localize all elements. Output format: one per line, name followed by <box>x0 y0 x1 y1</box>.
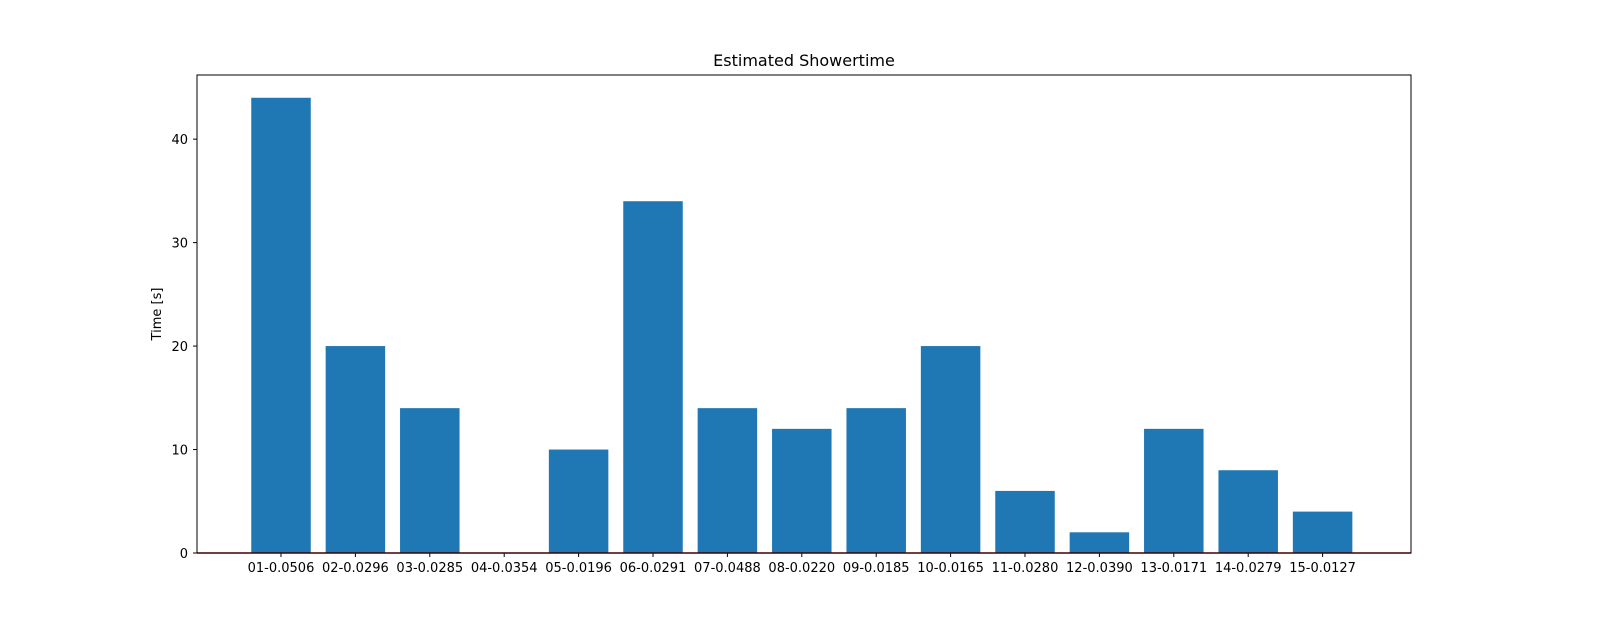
y-tick-label: 30 <box>171 237 188 252</box>
x-tick-label: 10-0.0165 <box>917 561 984 576</box>
x-tick-label: 02-0.0296 <box>322 561 389 576</box>
y-tick-label: 20 <box>171 340 188 355</box>
y-tick-label: 10 <box>171 444 188 459</box>
x-tick-label: 04-0.0354 <box>471 561 538 576</box>
x-tick-label: 13-0.0171 <box>1140 561 1207 576</box>
y-axis-label: Time [s] <box>150 288 165 342</box>
y-tick-label: 40 <box>171 133 188 148</box>
x-tick-label: 15-0.0127 <box>1289 561 1356 576</box>
x-tick-label: 08-0.0220 <box>768 561 835 576</box>
x-tick-label: 07-0.0488 <box>694 561 761 576</box>
bar-15-0.0127 <box>1292 511 1353 553</box>
bar-03-0.0285 <box>400 408 460 553</box>
bars-group <box>251 97 1353 554</box>
x-tick-label: 12-0.0390 <box>1066 561 1133 576</box>
x-tick-label: 03-0.0285 <box>396 561 463 576</box>
bar-10-0.0165 <box>920 346 981 553</box>
bar-11-0.0280 <box>995 490 1055 553</box>
x-tick-label: 05-0.0196 <box>545 561 612 576</box>
y-ticks-group: 0 10 20 30 40 <box>171 133 197 562</box>
chart-title: Estimated Showertime <box>713 51 895 70</box>
bar-07-0.0488 <box>697 408 758 553</box>
x-tick-label: 11-0.0280 <box>992 561 1059 576</box>
x-tick-label: 09-0.0185 <box>843 561 910 576</box>
bar-05-0.0196 <box>548 449 609 553</box>
plot-frame <box>196 74 1412 554</box>
bar-02-0.0296 <box>325 346 386 553</box>
x-ticks-group: 01-0.0506 02-0.0296 03-0.0285 04-0.0354 05-0… <box>248 553 1356 576</box>
bar-01-0.0506 <box>251 97 311 553</box>
bar-14-0.0279 <box>1218 470 1278 553</box>
bar-13-0.0171 <box>1144 428 1204 553</box>
bar-08-0.0220 <box>772 428 832 553</box>
x-tick-label: 06-0.0291 <box>620 561 687 576</box>
x-tick-label: 14-0.0279 <box>1215 561 1282 576</box>
bar-12-0.0390 <box>1069 532 1130 553</box>
bar-09-0.0185 <box>846 408 906 553</box>
y-tick-label: 0 <box>180 547 188 562</box>
bar-06-0.0291 <box>623 201 683 554</box>
x-tick-label: 01-0.0506 <box>248 561 315 576</box>
